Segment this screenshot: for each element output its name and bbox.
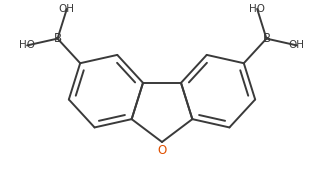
- Text: OH: OH: [59, 4, 75, 14]
- Text: B: B: [53, 32, 62, 45]
- Text: O: O: [157, 144, 167, 157]
- Text: HO: HO: [19, 40, 35, 50]
- Text: OH: OH: [289, 40, 305, 50]
- Text: HO: HO: [249, 4, 265, 14]
- Text: B: B: [262, 32, 271, 45]
